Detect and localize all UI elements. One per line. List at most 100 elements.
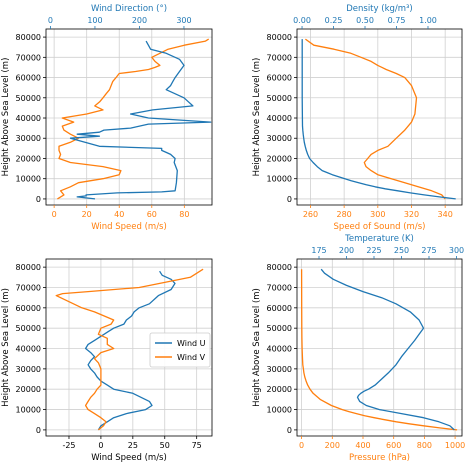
x-tick-label-1: 200 (325, 441, 340, 450)
plot-frame (45, 28, 213, 206)
y-tick-label-8: 80000 (16, 263, 41, 272)
x-axis-label: Wind Speed (m/s) (91, 453, 167, 463)
x-tick-label-2: 25 (128, 441, 138, 450)
y-tick-label-7: 70000 (267, 283, 292, 292)
y-tick-label-6: 60000 (267, 74, 292, 83)
series-line-2 (69, 40, 212, 200)
x-tick-label-3: 50 (160, 441, 170, 450)
x-axis-label: Wind Speed (m/s) (91, 222, 167, 232)
x-tick-label-4: 75 (192, 441, 202, 450)
chart-3: 0 10000 20000 30000 40000 50000 60000 70000 8000… (1, 258, 213, 463)
top-tick-label-4: 275 (421, 246, 436, 255)
y-tick-label-3: 30000 (16, 134, 41, 143)
y-tick-label-7: 70000 (16, 283, 41, 292)
series-line-1 (57, 38, 210, 200)
x-tick-label-0: 0 (299, 441, 304, 450)
y-tick-label-5: 50000 (16, 324, 41, 333)
series-line-2 (320, 268, 455, 431)
series-line-2 (55, 268, 204, 431)
y-axis-label: Height Above Sea Level (m) (1, 288, 11, 407)
x-tick-label-2: 40 (114, 210, 124, 219)
y-tick-label-5: 50000 (267, 324, 292, 333)
y-tick-label-8: 80000 (267, 263, 292, 272)
plot-frame (296, 28, 463, 206)
series-line-1 (300, 269, 458, 431)
top-tick-label-5: 300 (449, 246, 464, 255)
x-tick-label-4: 80 (179, 210, 189, 219)
y-tick-label-3: 30000 (267, 365, 292, 374)
y-tick-label-4: 40000 (16, 345, 41, 354)
y-tick-label-2: 20000 (16, 385, 41, 394)
chart-2: 0 10000 20000 30000 40000 50000 60000 70000 8000… (252, 4, 463, 232)
x-tick-label-3: 320 (404, 210, 419, 219)
x-tick-label-0: -25 (62, 441, 75, 450)
chart-4: 0100002000030000400005000060000700008000… (252, 234, 465, 463)
top-tick-label-1: 0.25 (325, 16, 343, 25)
x-tick-label-0: 260 (303, 210, 318, 219)
x-axis-label: Speed of Sound (m/s) (334, 222, 426, 232)
top-tick-label-3: 0.75 (388, 16, 406, 25)
x-tick-label-3: 60 (147, 210, 157, 219)
top-tick-label-0: 0.00 (293, 16, 311, 25)
y-axis-label: Height Above Sea Level (m) (1, 58, 11, 177)
y-tick-label-5: 50000 (16, 94, 41, 103)
y-tick-label-1: 10000 (16, 175, 41, 184)
x-tick-label-5: 1000 (445, 441, 465, 450)
y-tick-label-3: 30000 (267, 134, 292, 143)
y-tick-label-2: 20000 (267, 154, 292, 163)
x-tick-label-2: 400 (355, 441, 370, 450)
y-tick-label-0: 0 (36, 426, 41, 435)
y-axis-label: Height Above Sea Level (m) (252, 288, 262, 407)
top-tick-label-0: 0 (48, 16, 53, 25)
x-tick-label-1: 280 (337, 210, 352, 219)
y-tick-label-5: 50000 (267, 94, 292, 103)
top-tick-label-1: 100 (87, 16, 102, 25)
y-tick-label-4: 40000 (16, 114, 41, 123)
top-tick-label-3: 250 (394, 246, 409, 255)
y-tick-label-2: 20000 (267, 385, 292, 394)
y-tick-label-1: 10000 (267, 406, 292, 415)
legend: Wind U Wind V (149, 332, 211, 368)
y-tick-label-6: 60000 (16, 304, 41, 313)
y-tick-label-7: 70000 (16, 53, 41, 62)
top-tick-label-2: 0.50 (356, 16, 374, 25)
y-tick-label-8: 80000 (16, 33, 41, 42)
series-line-1 (305, 38, 446, 200)
y-axis-label: Height Above Sea Level (m) (252, 58, 262, 177)
series-line-2 (301, 39, 456, 200)
legend-entry-1: Wind U (177, 339, 206, 348)
legend-entry-2: Wind V (177, 353, 206, 362)
top-tick-label-2: 225 (366, 246, 381, 255)
top-axis-label: Wind Direction (°) (91, 4, 167, 14)
legend-box (149, 332, 211, 368)
y-tick-label-0: 0 (287, 426, 292, 435)
y-tick-label-6: 60000 (267, 304, 292, 313)
y-tick-label-6: 60000 (16, 74, 41, 83)
y-tick-label-4: 40000 (267, 114, 292, 123)
top-tick-label-3: 300 (176, 16, 191, 25)
y-tick-label-2: 20000 (16, 154, 41, 163)
top-tick-label-0: 175 (311, 246, 326, 255)
top-axis-label: Density (kg/m³) (346, 4, 413, 14)
top-axis-label: Temperature (K) (344, 234, 414, 244)
plot-frame (296, 258, 463, 437)
y-tick-label-7: 70000 (267, 53, 292, 62)
x-tick-label-1: 20 (82, 210, 92, 219)
top-tick-label-1: 200 (339, 246, 354, 255)
top-tick-label-4: 1.00 (419, 16, 437, 25)
series-line-1 (84, 270, 176, 431)
y-tick-label-3: 30000 (16, 365, 41, 374)
y-tick-label-4: 40000 (267, 345, 292, 354)
x-tick-label-3: 600 (386, 441, 401, 450)
x-tick-label-4: 800 (417, 441, 432, 450)
x-axis-label: Pressure (hPa) (349, 453, 410, 463)
x-tick-label-0: 0 (52, 210, 57, 219)
x-tick-label-4: 340 (438, 210, 453, 219)
y-tick-label-0: 0 (36, 195, 41, 204)
chart-1: 0100002000030000400005000060000700008000… (1, 4, 213, 232)
top-tick-label-2: 200 (132, 16, 147, 25)
x-tick-label-2: 300 (370, 210, 385, 219)
plot-frame (45, 258, 213, 437)
y-tick-label-8: 80000 (267, 33, 292, 42)
